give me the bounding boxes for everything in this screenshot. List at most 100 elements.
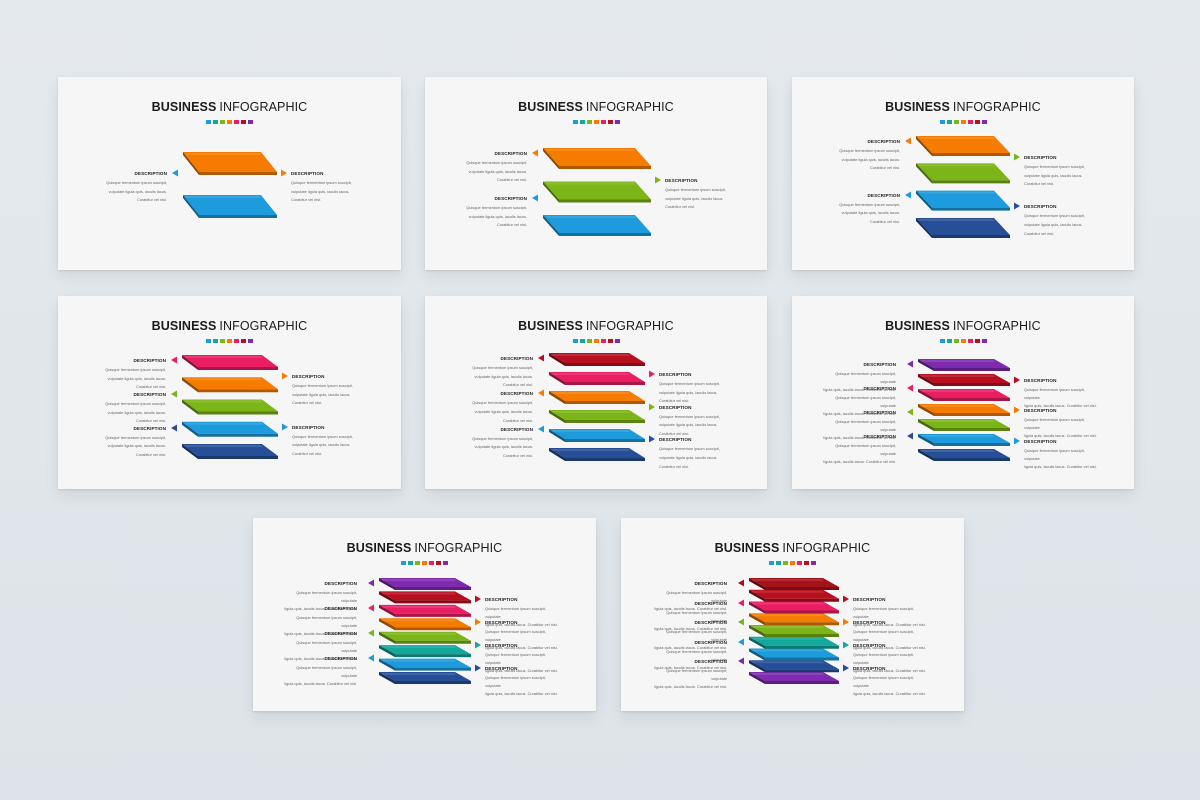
slide-title: BUSINESS INFOGRAPHIC	[792, 100, 1134, 114]
color-swatch	[776, 561, 781, 565]
stack-layer-green	[918, 419, 1010, 431]
infographic-slide[interactable]: BUSINESS INFOGRAPHIC DESCRIPTION Quisque fe…	[253, 518, 596, 711]
description-heading: DESCRIPTION	[324, 631, 357, 636]
description-line: ligula quis, iaculis lacus. Curabitur ve…	[654, 645, 727, 651]
description-line: ligula quis, iaculis lacus. Curabitur ve…	[1024, 433, 1097, 439]
color-swatch	[579, 339, 585, 343]
stack-layer-purple	[918, 359, 1010, 371]
color-swatch	[408, 561, 413, 565]
description-text: Quisque fermentum ipsum suscipit, vulput…	[853, 674, 929, 698]
description-line: Quisque fermentum ipsum suscipit, vulput…	[485, 675, 546, 688]
layer-stack	[182, 355, 278, 459]
stack-layer-purple	[379, 578, 471, 590]
description-line: Curabitur vel nisi.	[659, 463, 690, 469]
pointer-left-icon	[532, 194, 538, 202]
description-block: DESCRIPTION Quisque fermentum ipsum susci…	[281, 581, 357, 613]
color-swatch	[401, 561, 406, 565]
stack-layer-orange	[379, 618, 471, 631]
description-line: vulputate ligula quis, iaculis lacus.	[474, 409, 533, 415]
description-line: Quisque fermentum ipsum suscipit,	[105, 400, 166, 406]
description-line: Quisque fermentum ipsum suscipit, vulput…	[296, 590, 357, 603]
infographic-slide[interactable]: BUSINESS INFOGRAPHIC DESCRIPTION Quisque fe…	[425, 77, 767, 270]
infographic-slide[interactable]: BUSINESS INFOGRAPHIC DESCRIPTION Quisque fe…	[621, 518, 964, 711]
stack-layer-purple	[749, 672, 839, 684]
pointer-left-icon	[368, 654, 374, 662]
stack-layer-navy	[182, 444, 278, 459]
description-block: DESCRIPTION Quisque fermentum ipsum susci…	[291, 171, 373, 205]
slide-title: BUSINESS INFOGRAPHIC	[425, 319, 767, 333]
slide-title-rest: INFOGRAPHIC	[782, 541, 871, 555]
stack-layer-green	[379, 631, 471, 644]
pointer-left-icon	[738, 579, 744, 587]
pointer-left-icon	[907, 432, 913, 440]
color-swatch	[206, 339, 211, 343]
pointer-right-icon	[281, 169, 287, 177]
description-text: Quisque fermentum ipsum suscipit, vulput…	[651, 609, 727, 633]
description-text: Quisque fermentum ipsum suscipit, vulput…	[853, 651, 929, 675]
description-heading: DESCRIPTION	[863, 362, 896, 367]
description-text: Quisque fermentum ipsum suscipit, vulputa…	[291, 179, 373, 205]
description-block: DESCRIPTION Quisque fermentum ipsum susci…	[292, 374, 374, 408]
description-line: Quisque fermentum ipsum suscipit,	[292, 433, 353, 439]
description-block: DESCRIPTION Quisque fermentum ipsum susci…	[818, 139, 900, 173]
infographic-slide[interactable]: BUSINESS INFOGRAPHIC DESCRIPTION Quisque fe…	[792, 296, 1134, 489]
stack-layer-blue	[749, 648, 839, 661]
slide-title: BUSINESS INFOGRAPHIC	[253, 541, 596, 555]
pointer-left-icon	[738, 657, 744, 665]
infographic-slide[interactable]: BUSINESS INFOGRAPHIC DESCRIPTION Quisque fe…	[425, 296, 767, 489]
description-line: Quisque fermentum ipsum suscipit,	[659, 446, 720, 452]
description-line: Quisque fermentum ipsum suscipit, vulput…	[853, 606, 914, 619]
pointer-left-icon	[368, 604, 374, 612]
description-line: Curabitur vel nisi.	[496, 177, 527, 183]
infographic-slide[interactable]: BUSINESS INFOGRAPHIC DESCRIPTION Quisque fe…	[58, 296, 401, 489]
description-text: Quisque fermentum ipsum suscipit, vulput…	[281, 614, 357, 638]
description-line: vulputate ligula quis, iaculis lacus.	[1024, 222, 1083, 228]
stack-layer-pink	[379, 604, 471, 617]
description-line: Quisque fermentum ipsum suscipit,	[472, 365, 533, 370]
description-heading: DESCRIPTION	[659, 372, 692, 377]
color-swatch-row	[792, 120, 1134, 124]
description-block: DESCRIPTION Quisque fermentum ipsum susci…	[84, 426, 166, 460]
slide-title-rest: INFOGRAPHIC	[585, 100, 674, 114]
color-swatch	[600, 339, 606, 343]
description-text: Quisque fermentum ipsum suscipit, vulputa…	[84, 434, 166, 460]
infographic-slide[interactable]: BUSINESS INFOGRAPHIC DESCRIPTION Quisque fe…	[792, 77, 1134, 270]
description-block: DESCRIPTION Quisque fermentum ipsum susci…	[651, 620, 727, 652]
color-swatch	[415, 561, 420, 565]
color-swatch	[804, 561, 809, 565]
description-line: vulputate ligula quis, iaculis lacus.	[474, 444, 533, 450]
description-line: Quisque fermentum ipsum suscipit, vulput…	[853, 629, 914, 642]
description-line: Curabitur vel nisi.	[135, 418, 166, 424]
description-line: Quisque fermentum ipsum suscipit, vulput…	[296, 640, 357, 653]
description-line: vulputate ligula quis, iaculis lacus.	[665, 195, 724, 201]
description-heading: DESCRIPTION	[494, 151, 527, 156]
color-swatch	[213, 339, 218, 343]
description-heading: DESCRIPTION	[134, 171, 167, 176]
stack-layer-orange	[543, 148, 651, 169]
pointer-right-icon	[282, 423, 288, 431]
description-line: Curabitur vel nisi.	[869, 165, 900, 171]
description-block: DESCRIPTION Quisque fermentum ipsum susci…	[651, 601, 727, 633]
slide-title-bold: BUSINESS	[518, 100, 583, 114]
layer-stack	[183, 152, 277, 218]
description-heading: DESCRIPTION	[292, 374, 325, 379]
color-swatch	[607, 120, 613, 124]
description-heading: DESCRIPTION	[1024, 378, 1057, 383]
stack-layer-blue	[916, 190, 1010, 211]
description-line: vulputate ligula quis, iaculis lacus.	[1024, 172, 1083, 178]
description-line: vulputate ligula quis, iaculis lacus.	[841, 156, 900, 162]
description-heading: DESCRIPTION	[694, 620, 727, 626]
description-block: DESCRIPTION Quisque fermentum ipsum susci…	[853, 643, 929, 675]
description-line: Quisque fermentum ipsum suscipit, vulput…	[835, 442, 896, 456]
stack-layer-orange	[918, 404, 1010, 416]
stack-layer-blue	[379, 658, 471, 671]
stack-layer-blue	[182, 421, 278, 437]
description-line: Curabitur vel nisi.	[502, 417, 533, 423]
description-line: Curabitur vel nisi.	[135, 452, 166, 458]
description-line: ligula quis, iaculis lacus. Curabitur ve…	[284, 606, 357, 611]
description-heading: DESCRIPTION	[133, 391, 166, 397]
color-swatch	[572, 339, 578, 343]
description-line: ligula quis, iaculis lacus. Curabitur ve…	[284, 681, 357, 686]
infographic-slide[interactable]: BUSINESS INFOGRAPHIC DESCRIPTION Quisque fe…	[58, 77, 401, 270]
description-line: Curabitur vel nisi.	[136, 197, 167, 203]
